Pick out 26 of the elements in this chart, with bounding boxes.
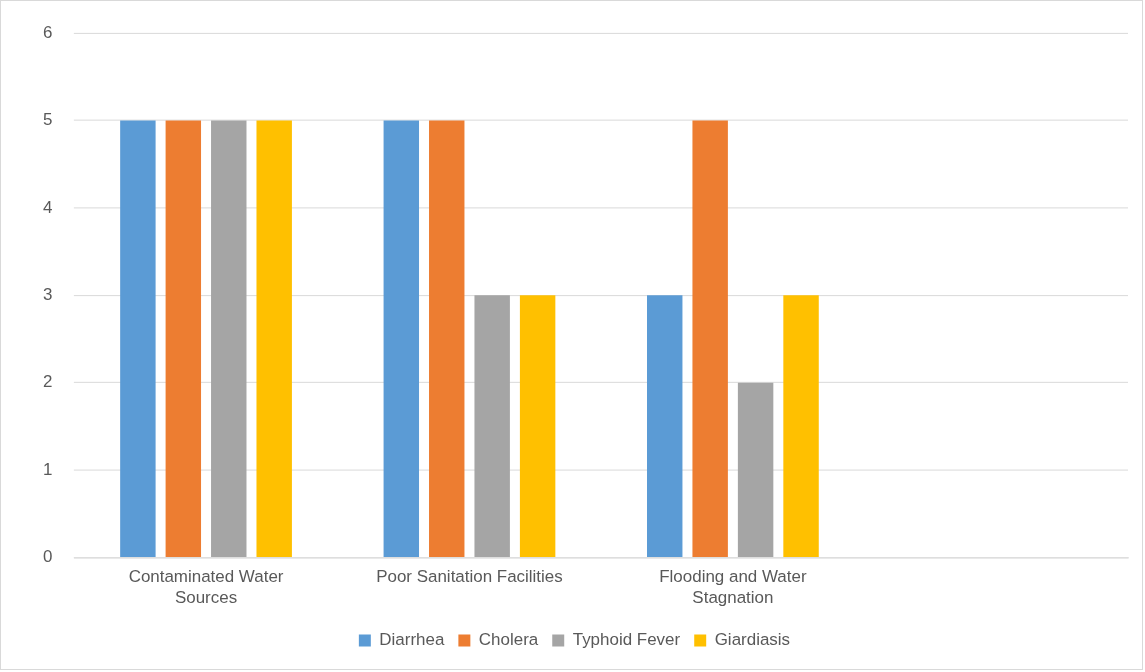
y-tick-label: 3 <box>42 285 53 304</box>
y-tick-label: 0 <box>42 547 53 567</box>
x-tick-label: Contaminated Water Sources <box>128 567 284 607</box>
legend-label: Giardiasis <box>714 630 791 650</box>
bar <box>120 120 156 558</box>
bar <box>474 295 510 558</box>
legend-label: Cholera <box>478 630 539 650</box>
y-tick-label: 1 <box>42 459 53 479</box>
bar <box>692 120 728 558</box>
y-tick-label: 2 <box>42 372 53 392</box>
bar <box>783 295 819 558</box>
bar <box>165 120 202 558</box>
y-tick-label: 6 <box>42 22 53 42</box>
bar <box>519 295 556 558</box>
bar <box>647 295 683 558</box>
x-tick-label: Poor Sanitation Facilities <box>376 567 563 587</box>
bar <box>211 120 247 558</box>
bar <box>737 382 774 558</box>
legend-label: Diarrhea <box>379 630 445 650</box>
x-tick-label: Flooding and Water Stagnation <box>659 567 807 607</box>
bar <box>383 120 420 558</box>
bar <box>429 120 465 558</box>
legend-label: Typhoid Fever <box>572 630 681 650</box>
y-tick-label: 5 <box>42 110 53 130</box>
y-tick-label: 4 <box>42 197 53 217</box>
bar <box>256 120 292 558</box>
